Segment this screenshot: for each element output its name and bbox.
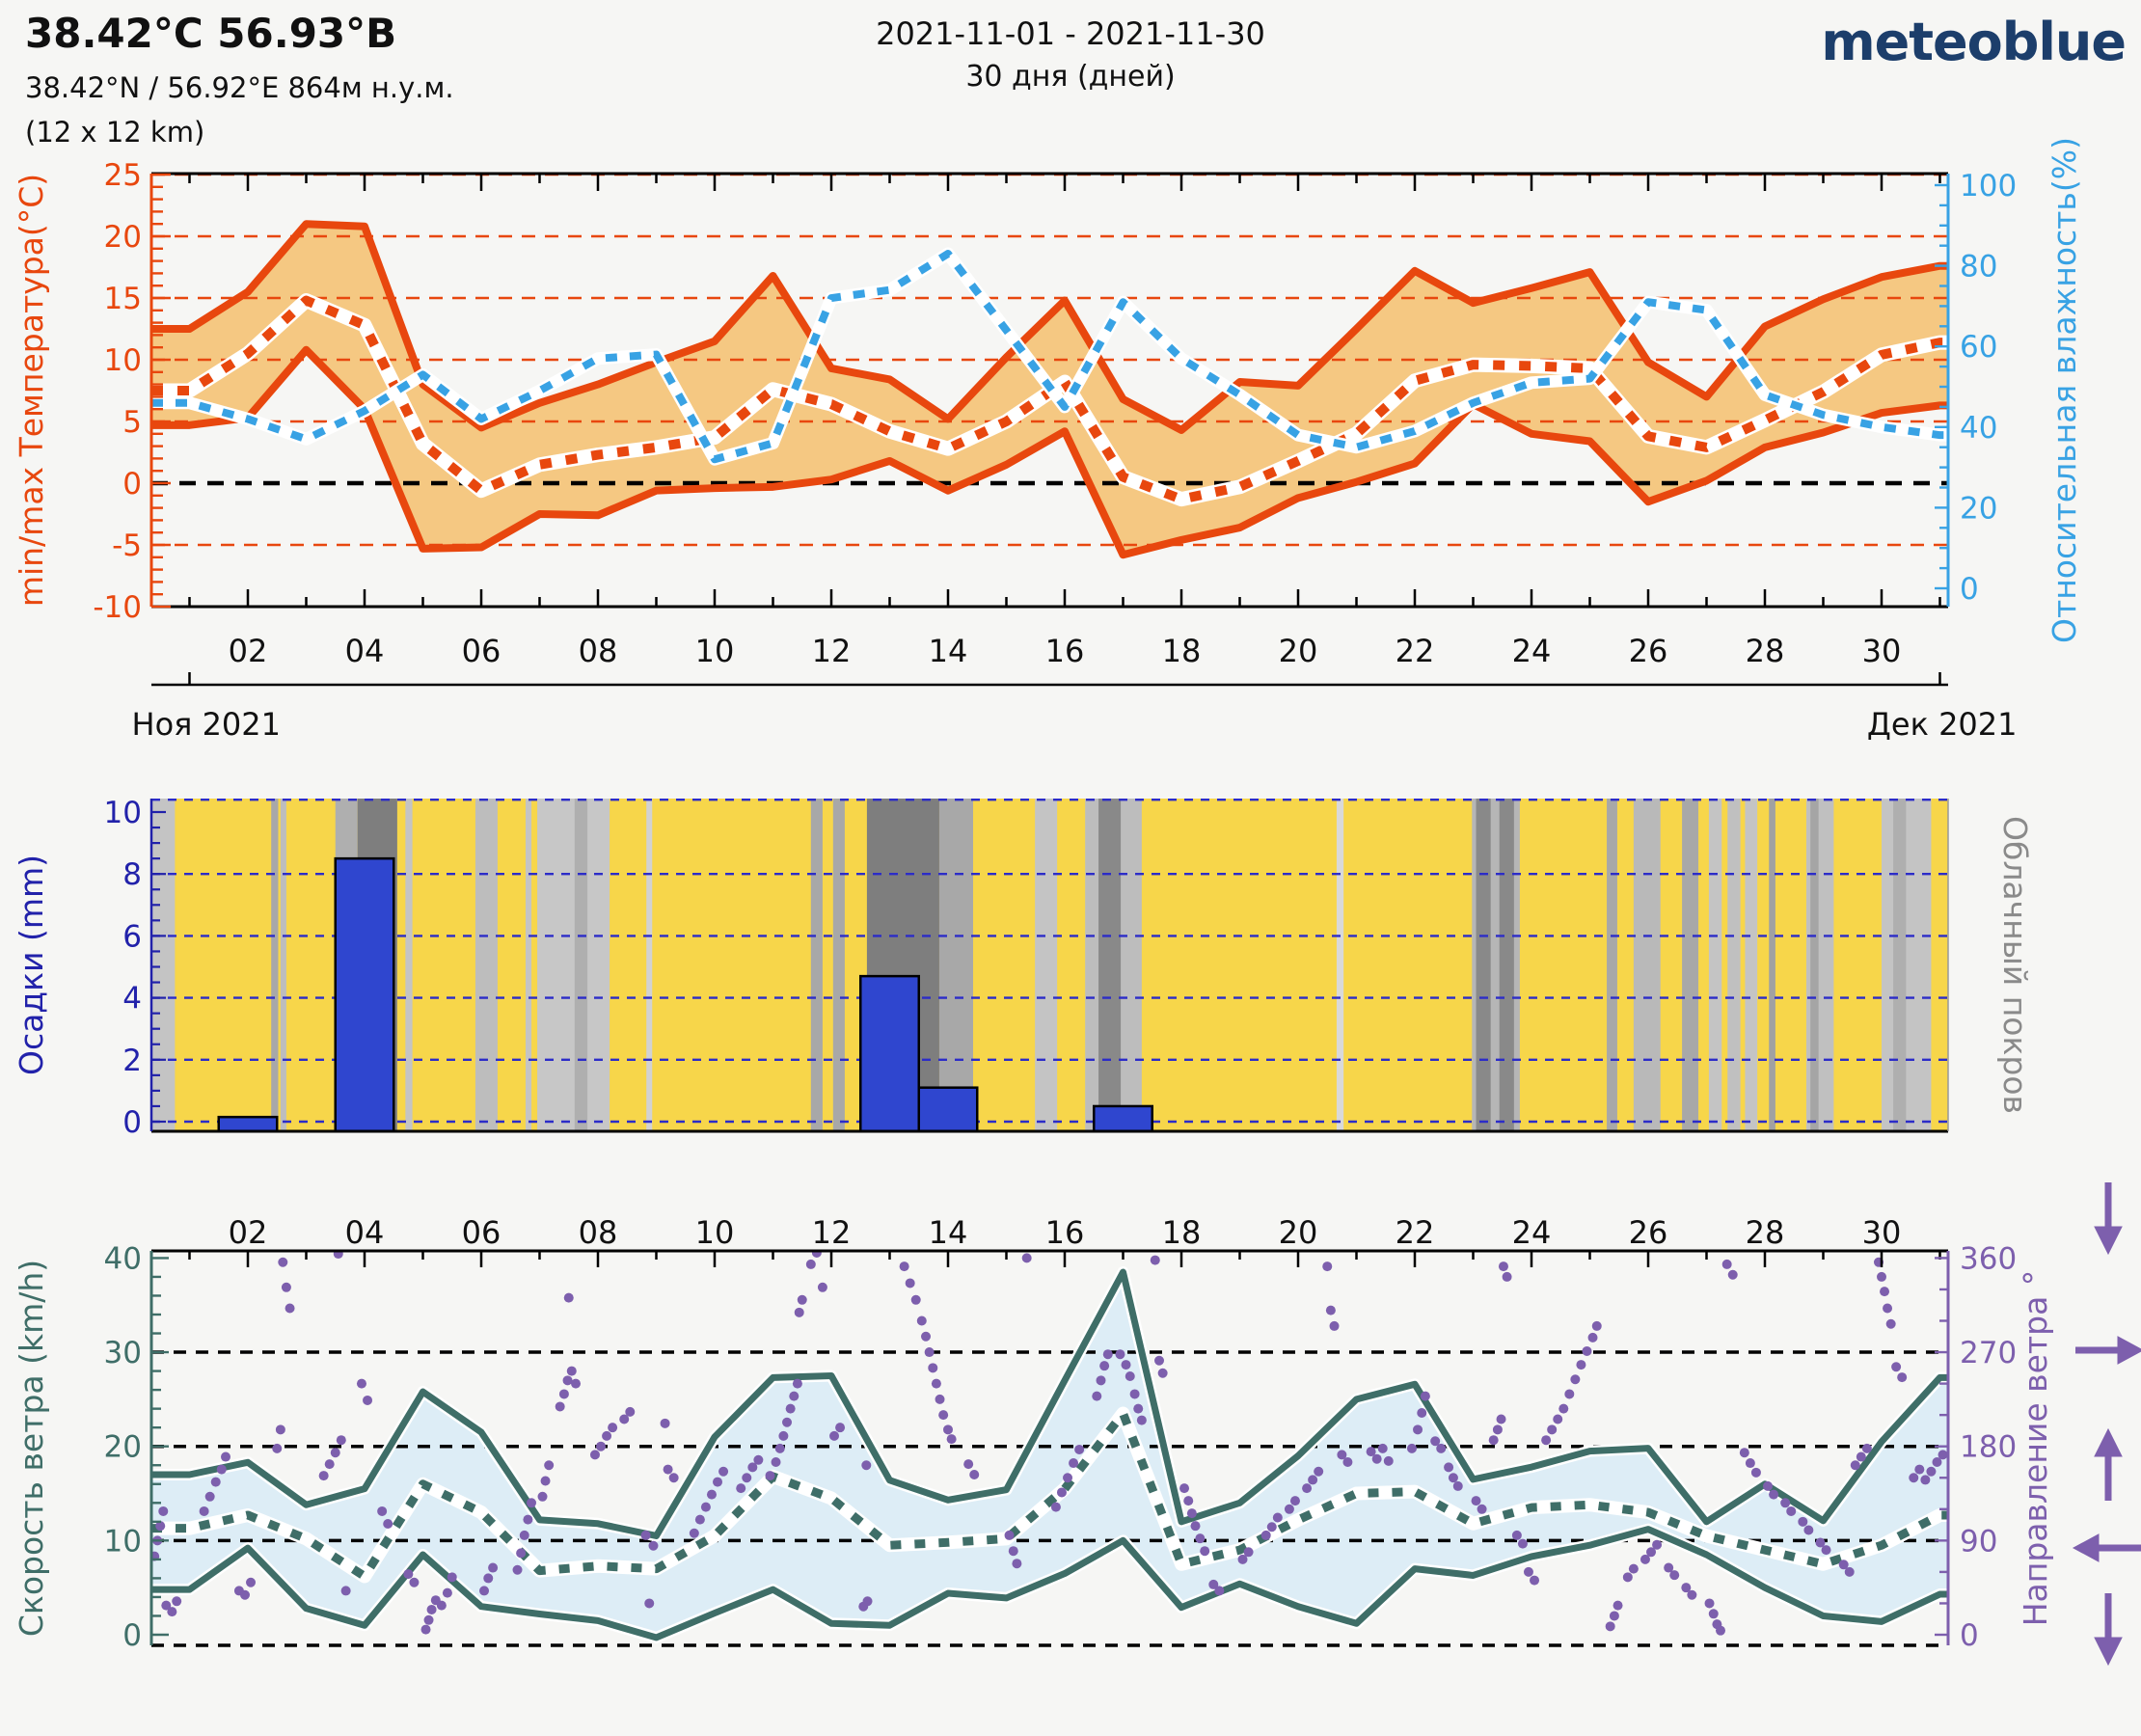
period-days: 30 дня (дней) <box>965 60 1176 94</box>
svg-text:40: 40 <box>104 1241 142 1276</box>
svg-text:10: 10 <box>104 343 142 378</box>
svg-text:60: 60 <box>1960 330 1997 365</box>
svg-text:15: 15 <box>104 282 142 316</box>
svg-text:28: 28 <box>1746 1214 1785 1251</box>
svg-text:14: 14 <box>929 633 968 669</box>
location-title: 38.42°C 56.93°B <box>25 10 397 57</box>
svg-text:0: 0 <box>122 1618 142 1653</box>
wind-panel <box>151 1266 1948 1643</box>
svg-text:02: 02 <box>229 633 268 669</box>
meteoblue-logo: meteoblue <box>1821 12 2127 72</box>
svg-text:28: 28 <box>1746 633 1785 669</box>
precipitation-panel-axes <box>149 799 1949 1133</box>
svg-text:10: 10 <box>104 1524 142 1559</box>
svg-text:10: 10 <box>695 633 735 669</box>
svg-text:90: 90 <box>1960 1524 1997 1559</box>
svg-text:6: 6 <box>122 919 142 954</box>
svg-text:26: 26 <box>1629 633 1668 669</box>
wind-direction-axis-title: Направление ветра ° <box>2017 1270 2054 1627</box>
svg-text:8: 8 <box>122 857 142 892</box>
svg-text:-5: -5 <box>112 529 142 563</box>
svg-text:40: 40 <box>1960 411 1997 446</box>
temperature-panel-axes <box>149 172 1950 609</box>
svg-text:20: 20 <box>104 1430 142 1465</box>
svg-text:18: 18 <box>1162 633 1202 669</box>
precipitation-axis-title: Осадки (mm) <box>13 854 50 1075</box>
precipitation-bar-day-4 <box>334 856 395 1131</box>
svg-text:0: 0 <box>1960 1618 1979 1653</box>
month-label-december: Дек 2021 <box>1867 706 2018 743</box>
precipitation-bar-day-14 <box>917 1086 979 1131</box>
svg-text:180: 180 <box>1960 1430 2017 1465</box>
svg-text:2: 2 <box>122 1044 142 1078</box>
precipitation-bar-day-13 <box>859 974 920 1131</box>
temperature-humidity-panel <box>151 174 1948 607</box>
svg-text:0: 0 <box>122 1105 142 1140</box>
wind-panel-axes <box>149 1249 1950 1645</box>
svg-text:-10: -10 <box>93 590 142 625</box>
svg-text:06: 06 <box>462 1214 501 1251</box>
svg-text:30: 30 <box>1862 633 1902 669</box>
svg-text:4: 4 <box>122 982 142 1017</box>
svg-text:30: 30 <box>1862 1214 1902 1251</box>
humidity-axis-title: Относительная влажность(%) <box>2046 137 2083 643</box>
svg-text:02: 02 <box>229 1214 268 1251</box>
cloudcover-axis-title: Облачный покров <box>1996 816 2034 1114</box>
precipitation-bar-day-2 <box>217 1115 279 1131</box>
svg-text:10: 10 <box>104 796 142 830</box>
temperature-axis-title: min/max Температура(°C) <box>13 174 50 607</box>
month-label-november: Ноя 2021 <box>132 706 282 743</box>
wind-speed-range-band <box>151 1272 1948 1638</box>
svg-text:18: 18 <box>1162 1214 1202 1251</box>
svg-text:12: 12 <box>812 1214 852 1251</box>
svg-text:16: 16 <box>1045 633 1085 669</box>
svg-text:30: 30 <box>104 1336 142 1370</box>
svg-text:16: 16 <box>1045 1214 1085 1251</box>
date-axis <box>151 672 1948 687</box>
svg-text:25: 25 <box>104 158 142 193</box>
svg-text:100: 100 <box>1960 169 2017 203</box>
grid-resolution: (12 x 12 km) <box>25 116 205 149</box>
precipitation-bar-day-17 <box>1093 1104 1153 1131</box>
svg-text:12: 12 <box>812 633 852 669</box>
svg-text:22: 22 <box>1396 1214 1435 1251</box>
wind-direction-dots <box>151 1251 1948 1636</box>
svg-text:0: 0 <box>122 467 142 502</box>
svg-text:5: 5 <box>122 405 142 440</box>
precipitation-cloud-panel <box>151 799 1948 1131</box>
svg-text:08: 08 <box>579 633 618 669</box>
svg-text:20: 20 <box>1279 1214 1318 1251</box>
svg-text:14: 14 <box>929 1214 968 1251</box>
period-range: 2021-11-01 - 2021-11-30 <box>876 15 1265 52</box>
svg-text:24: 24 <box>1512 1214 1552 1251</box>
svg-text:270: 270 <box>1960 1336 2017 1370</box>
svg-text:04: 04 <box>345 1214 385 1251</box>
svg-text:06: 06 <box>462 633 501 669</box>
svg-text:360: 360 <box>1960 1241 2017 1276</box>
wind-direction-arrow-icons <box>2072 1182 2141 1667</box>
svg-text:04: 04 <box>345 633 385 669</box>
svg-text:20: 20 <box>1960 491 1997 526</box>
svg-text:10: 10 <box>695 1214 735 1251</box>
svg-text:20: 20 <box>104 220 142 255</box>
svg-text:20: 20 <box>1279 633 1318 669</box>
svg-text:08: 08 <box>579 1214 618 1251</box>
svg-text:26: 26 <box>1629 1214 1668 1251</box>
location-coordinates: 38.42°N / 56.92°E 864м н.у.м. <box>25 71 454 104</box>
svg-text:22: 22 <box>1396 633 1435 669</box>
svg-text:0: 0 <box>1960 572 1979 607</box>
svg-text:24: 24 <box>1512 633 1552 669</box>
wind-speed-axis-title: Скорость ветра (km/h) <box>13 1260 50 1637</box>
svg-text:80: 80 <box>1960 250 1997 285</box>
